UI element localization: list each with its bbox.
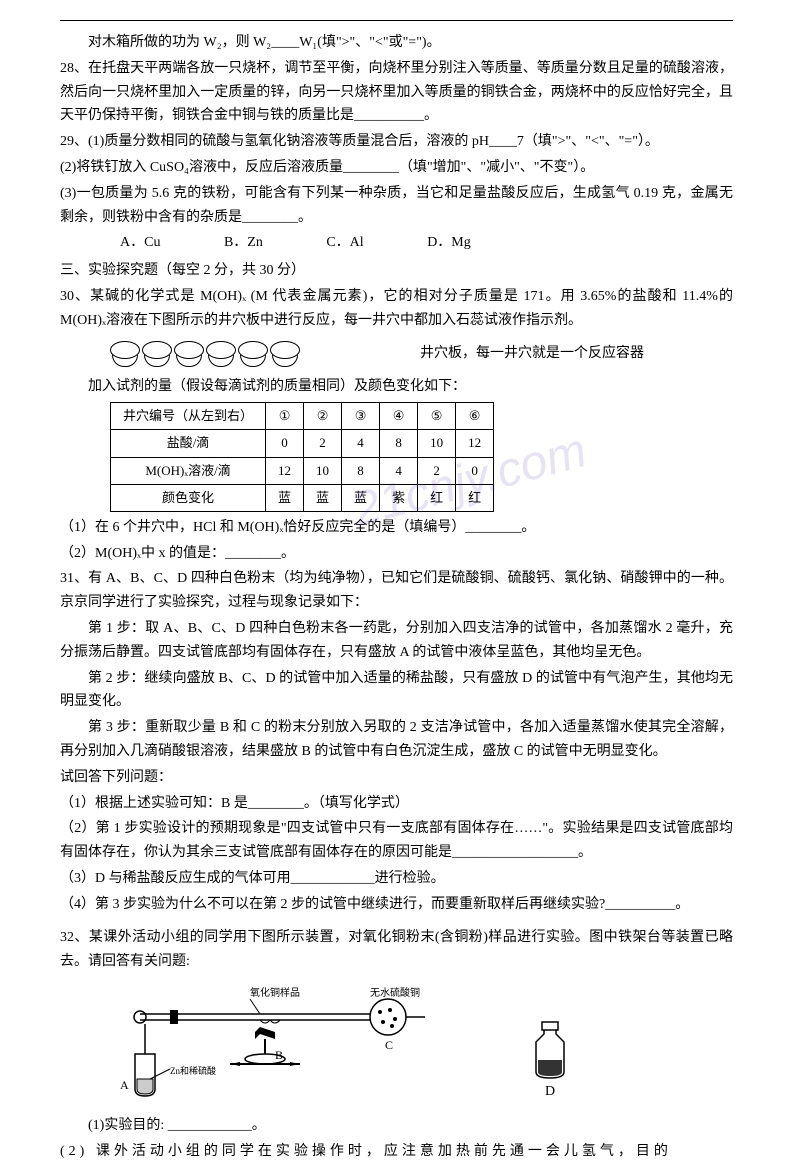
th-3: ③ xyxy=(342,403,380,430)
cell: 红 xyxy=(456,484,494,511)
cell: 0 xyxy=(266,430,304,457)
cell: 10 xyxy=(418,430,456,457)
cuso4-label: 无水硫酸铜 xyxy=(370,986,420,999)
q31-step3: 第 3 步：重新取少量 B 和 C 的粉末分别放入另取的 2 支洁净试管中，各加… xyxy=(60,716,733,764)
th-2: ② xyxy=(304,403,342,430)
q31-step2: 第 2 步：继续向盛放 B、C、D 的试管中加入适量的稀盐酸，只有盛放 D 的试… xyxy=(60,667,733,715)
th-1: ① xyxy=(266,403,304,430)
q29-p2: (2)将铁钉放入 CuSO₄溶液中，反应后溶液质量________（填"增加"、… xyxy=(60,156,733,180)
bottle-d-container: D xyxy=(530,1020,570,1104)
q27-continuation: 对木箱所做的功为 W₂，则 W₂____W₁(填">"、"<"或"=")。 xyxy=(60,31,733,55)
cell: 蓝 xyxy=(342,484,380,511)
label-a: A xyxy=(120,1078,129,1092)
q31-a4: （4）第 3 步实验为什么不可以在第 2 步的试管中继续进行，而要重新取样后再继… xyxy=(60,893,733,917)
th-4: ④ xyxy=(380,403,418,430)
cell: 4 xyxy=(380,457,418,484)
cell: 蓝 xyxy=(266,484,304,511)
apparatus-svg-icon: 氧化铜样品 无水硫酸铜 C A B Zn和稀硫酸 xyxy=(110,984,430,1104)
table-header-row: 井穴编号（从左到右） ① ② ③ ④ ⑤ ⑥ xyxy=(111,403,494,430)
bottle-d-icon xyxy=(530,1020,570,1080)
q31-a2: （2）第 1 步实验设计的预期现象是"四支试管中只有一支底部有固体存在……"。实… xyxy=(60,817,733,865)
well-plate-diagram: 井穴板，每一井穴就是一个反应容器 xyxy=(110,341,733,367)
q31-answer-intro: 试回答下列问题： xyxy=(60,766,733,790)
q32-sub2: (2) 课外活动小组的同学在实验操作时，应注意加热前先通一会儿氢气，目的 xyxy=(60,1140,733,1164)
q30-table-intro: 加入试剂的量（假设每滴试剂的质量相同）及颜色变化如下： xyxy=(60,375,733,399)
cell: 红 xyxy=(418,484,456,511)
option-c: C．Al xyxy=(326,231,363,255)
q29-p3: (3)一包质量为 5.6 克的铁粉，可能含有下列某一种杂质，当它和足量盐酸反应后… xyxy=(60,182,733,230)
q31-intro: 31、有 A、B、C、D 四种白色粉末（均为纯净物），已知它们是硫酸铜、硫酸钙、… xyxy=(60,567,733,615)
q31-a1: （1）根据上述实验可知：B 是________。（填写化学式） xyxy=(60,792,733,816)
q28-text: 28、在托盘天平两端各放一只烧杯，调节至平衡，向烧杯里分别注入等质量、等质量分数… xyxy=(60,57,733,128)
q32-sub1: (1)实验目的: ____________。 xyxy=(60,1114,733,1138)
q32-intro: 32、某课外活动小组的同学用下图所示装置，对氧化铜粉末(含铜粉)样品进行实验。图… xyxy=(60,926,733,974)
cell: 8 xyxy=(380,430,418,457)
well-plate-icon xyxy=(110,341,300,367)
label-d: D xyxy=(545,1080,555,1104)
section3-title: 三、实验探究题（每空 2 分，共 30 分） xyxy=(60,259,733,283)
q29-p1: 29、(1)质量分数相同的硫酸与氢氧化钠溶液等质量混合后，溶液的 pH____7… xyxy=(60,130,733,154)
row-label: 盐酸/滴 xyxy=(111,430,266,457)
page-top-divider xyxy=(60,20,733,21)
option-b: B．Zn xyxy=(224,231,263,255)
cell: 2 xyxy=(418,457,456,484)
zn-label: Zn和稀硫酸 xyxy=(170,1065,216,1076)
cell: 4 xyxy=(342,430,380,457)
option-d: D．Mg xyxy=(427,231,471,255)
q29-options: A．Cu B．Zn C．Al D．Mg xyxy=(60,231,733,255)
cell: 12 xyxy=(456,430,494,457)
q30-data-table: 井穴编号（从左到右） ① ② ③ ④ ⑤ ⑥ 盐酸/滴 0 2 4 8 10 1… xyxy=(110,402,494,511)
row-label: M(OH)ₓ溶液/滴 xyxy=(111,457,266,484)
cell: 紫 xyxy=(380,484,418,511)
cuo-label: 氧化铜样品 xyxy=(250,986,300,999)
q31-step1: 第 1 步：取 A、B、C、D 四种白色粉末各一药匙，分别加入四支洁净的试管中，… xyxy=(60,617,733,665)
cell: 8 xyxy=(342,457,380,484)
table-row: 盐酸/滴 0 2 4 8 10 12 xyxy=(111,430,494,457)
row-label: 颜色变化 xyxy=(111,484,266,511)
th-6: ⑥ xyxy=(456,403,494,430)
option-a: A．Cu xyxy=(120,231,160,255)
table-row: M(OH)ₓ溶液/滴 12 10 8 4 2 0 xyxy=(111,457,494,484)
cell: 蓝 xyxy=(304,484,342,511)
experiment-apparatus-diagram: 氧化铜样品 无水硫酸铜 C A B Zn和稀硫酸 D xyxy=(110,984,733,1104)
well-plate-note: 井穴板，每一井穴就是一个反应容器 xyxy=(420,342,644,366)
cell: 10 xyxy=(304,457,342,484)
th-label: 井穴编号（从左到右） xyxy=(111,403,266,430)
cell: 2 xyxy=(304,430,342,457)
q30-sub2: （2）M(OH)ₓ中 x 的值是：________。 xyxy=(60,542,733,566)
table-row: 颜色变化 蓝 蓝 蓝 紫 红 红 xyxy=(111,484,494,511)
cell: 0 xyxy=(456,457,494,484)
cell: 12 xyxy=(266,457,304,484)
label-c: C xyxy=(385,1038,393,1052)
q30-sub1: （1）在 6 个井穴中，HCl 和 M(OH)ₓ恰好反应完全的是（填编号）___… xyxy=(60,516,733,540)
q30-intro: 30、某碱的化学式是 M(OH)ₓ (M 代表金属元素)，它的相对分子质量是 1… xyxy=(60,285,733,333)
q31-a3: （3）D 与稀盐酸反应生成的气体可用____________进行检验。 xyxy=(60,867,733,891)
label-b: B xyxy=(275,1048,283,1062)
th-5: ⑤ xyxy=(418,403,456,430)
